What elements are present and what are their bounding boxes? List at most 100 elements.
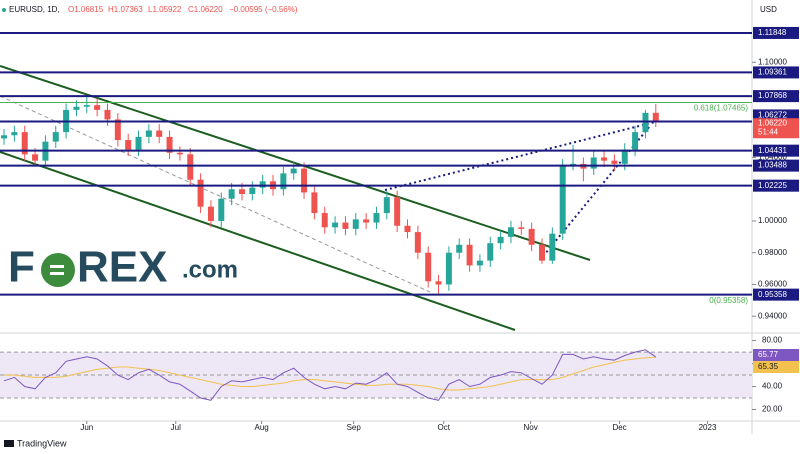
candle-body xyxy=(156,130,163,137)
channel-upper xyxy=(0,65,591,261)
logo-com: .com xyxy=(182,256,238,283)
candle-body xyxy=(404,225,411,233)
candle-body xyxy=(601,157,608,161)
candle-body xyxy=(197,179,204,207)
candle-body xyxy=(342,222,349,229)
brand: TradingView xyxy=(17,438,67,448)
candle-body xyxy=(559,165,566,234)
candle-body xyxy=(187,154,194,180)
wedge-upper xyxy=(384,121,656,191)
close-value: C1.06220 xyxy=(188,5,223,14)
currency: USD xyxy=(760,5,777,14)
y-tick-label: 80.00 xyxy=(762,336,783,345)
y-tick-label: 40.00 xyxy=(762,382,783,391)
candle-body xyxy=(476,260,483,266)
value-tag xyxy=(753,361,799,373)
logo-o-bar xyxy=(50,272,64,275)
candle-body xyxy=(145,130,152,137)
level-label: 1.04431 xyxy=(758,146,787,155)
y-tick-label: 1.10000 xyxy=(758,57,787,66)
value-tag-label: 65.77 xyxy=(758,350,779,359)
candle-body xyxy=(125,140,132,150)
candle-body xyxy=(1,135,8,139)
level-label: 1.07868 xyxy=(758,91,787,100)
logo-o xyxy=(41,253,75,287)
channel-mid xyxy=(0,95,431,293)
level-label: 1.11848 xyxy=(758,28,787,37)
candle-body xyxy=(507,227,514,237)
candle-body xyxy=(332,222,339,228)
level-label: 1.02225 xyxy=(758,181,787,190)
candle-body xyxy=(83,105,90,107)
candle-body xyxy=(383,197,390,214)
fib-label: 0.618(1.07465) xyxy=(694,104,749,113)
open-value: O1.06815 xyxy=(68,5,104,14)
candle-body xyxy=(549,233,556,261)
candle-body xyxy=(52,132,59,142)
x-tick-label: Dec xyxy=(612,423,626,432)
level-tag xyxy=(753,26,799,39)
candle-body xyxy=(321,213,328,228)
low-value: L1.05922 xyxy=(148,5,182,14)
rsi-line xyxy=(3,349,657,401)
candle-body xyxy=(497,236,504,244)
x-tick-label: Jun xyxy=(80,423,93,432)
candle-body xyxy=(207,206,214,221)
candle-body xyxy=(104,109,111,120)
level-tag xyxy=(753,66,799,79)
logo: F REX .com xyxy=(8,243,238,292)
y-tick-label: 0.94000 xyxy=(758,311,787,320)
candle-body xyxy=(290,168,297,174)
candle-body xyxy=(538,244,545,261)
candle-body xyxy=(466,244,473,266)
candle-body xyxy=(280,173,287,190)
logo-f: F xyxy=(8,243,35,292)
candle-body xyxy=(363,219,370,223)
candle-body xyxy=(425,252,432,282)
y-tick-label: 0.98000 xyxy=(758,248,787,257)
logo-o-bar xyxy=(50,265,64,268)
brand-icon xyxy=(4,440,14,447)
candle-body xyxy=(487,243,494,261)
candle-body xyxy=(652,112,659,123)
candle-body xyxy=(611,160,618,164)
y-tick-label: 20.00 xyxy=(762,405,783,414)
x-tick-label: Nov xyxy=(523,423,537,432)
candle-body xyxy=(238,189,245,194)
level-tag xyxy=(753,159,799,172)
candle-body xyxy=(301,168,308,193)
drawings xyxy=(0,65,656,331)
logo-rex: REX xyxy=(77,243,167,292)
candle-body xyxy=(32,154,39,161)
value-tag-label: 65.35 xyxy=(758,362,779,371)
candle-body xyxy=(176,152,183,155)
level-label: 0.95358 xyxy=(758,290,787,299)
x-tick-label: Jul xyxy=(171,423,181,432)
candle-body xyxy=(259,181,266,188)
x-tick-label: Sep xyxy=(347,423,362,432)
candle-body xyxy=(311,192,318,214)
candle-body xyxy=(414,232,421,253)
y-tick-label: 0.96000 xyxy=(758,280,787,289)
high-value: H1.07363 xyxy=(108,5,143,14)
candle-body xyxy=(518,227,525,229)
candle-body xyxy=(352,219,359,229)
y-tick-label: 1.04000 xyxy=(758,153,787,162)
countdown: 51:44 xyxy=(758,127,779,136)
x-tick-label: Oct xyxy=(437,423,450,432)
candle-body xyxy=(373,213,380,223)
candle-body xyxy=(590,157,597,169)
level-tag xyxy=(753,144,799,157)
level-label: 1.03488 xyxy=(758,161,787,170)
candle-body xyxy=(528,228,535,245)
candle-body xyxy=(228,189,235,199)
candle-body xyxy=(21,132,28,155)
candle-body xyxy=(73,106,80,110)
level-tag xyxy=(753,288,799,301)
value-tag xyxy=(753,349,799,361)
candle-body xyxy=(642,112,649,133)
level-label: 1.06272 xyxy=(758,111,787,120)
price-tag xyxy=(753,118,799,139)
